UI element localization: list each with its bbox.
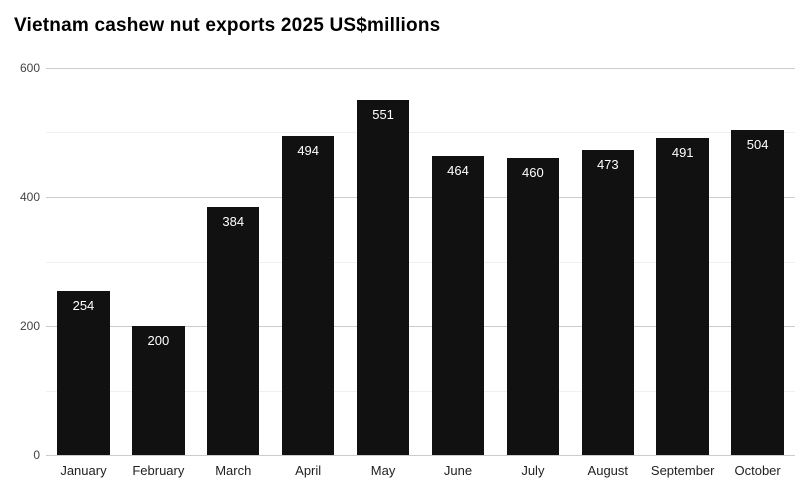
bar-value-label: 464 — [447, 162, 469, 178]
bars-group: 254 200 384 494 551 464 460 473 491 504 — [46, 68, 795, 455]
bar-value-label: 551 — [372, 106, 394, 122]
x-axis-label: January — [60, 463, 107, 478]
gridline — [46, 325, 795, 327]
bar-band: 384 — [196, 68, 271, 455]
bar: 464 — [431, 155, 485, 455]
bar-band: 494 — [271, 68, 346, 455]
x-axis-label: April — [295, 463, 322, 478]
x-axis-label: February — [132, 463, 185, 478]
bar: 200 — [132, 326, 185, 455]
y-axis-label: 400 — [19, 189, 40, 204]
bar-value-label: 473 — [596, 156, 619, 172]
bar-value-label: 200 — [147, 333, 170, 349]
bar-band: 200 — [121, 68, 196, 455]
bar-value-label: 494 — [297, 143, 320, 159]
bar: 460 — [506, 158, 560, 455]
bar: 504 — [731, 129, 784, 455]
gridline — [46, 68, 795, 69]
gridline — [46, 196, 795, 198]
bar: 473 — [581, 149, 634, 455]
bar-value-label: 504 — [746, 136, 769, 152]
bar-band: 473 — [570, 68, 645, 455]
x-axis: January February March April May June July Augu… — [46, 455, 795, 491]
bar-value-label: 254 — [72, 298, 95, 314]
x-axis-label: September — [650, 463, 715, 478]
bar: 384 — [207, 207, 260, 455]
bar: 494 — [281, 136, 335, 455]
x-axis-label: August — [587, 463, 629, 478]
bar-band: 491 — [645, 68, 720, 455]
bar-band: 551 — [346, 68, 421, 455]
bar: 491 — [656, 138, 709, 455]
bar-value-label: 460 — [522, 165, 544, 181]
y-axis-label: 200 — [19, 318, 40, 333]
x-axis-label: October — [734, 463, 781, 478]
plot-area: 0 200 400 600 254 200 384 494 551 464 460 473 491 504 — [20, 62, 795, 461]
x-axis-label: March — [215, 463, 252, 478]
bar: 551 — [356, 99, 410, 455]
chart-title: Vietnam cashew nut exports 2025 US$milli… — [14, 15, 441, 36]
minor-gridline — [46, 261, 795, 263]
bar: 254 — [57, 291, 110, 455]
minor-gridline — [46, 132, 795, 134]
x-axis-label: June — [443, 463, 473, 478]
bar-band: 460 — [495, 68, 570, 455]
x-axis-label: May — [370, 463, 396, 478]
minor-gridline — [46, 390, 795, 392]
x-axis-label: July — [521, 463, 545, 478]
bar-band: 464 — [421, 68, 496, 455]
bar-value-label: 491 — [671, 145, 694, 161]
bar-band: 504 — [720, 68, 795, 455]
y-axis-label: 600 — [19, 61, 40, 75]
y-axis-label: 0 — [33, 448, 40, 462]
bar-band: 254 — [46, 68, 121, 455]
bar-value-label: 384 — [222, 214, 245, 230]
gridline — [46, 455, 795, 456]
